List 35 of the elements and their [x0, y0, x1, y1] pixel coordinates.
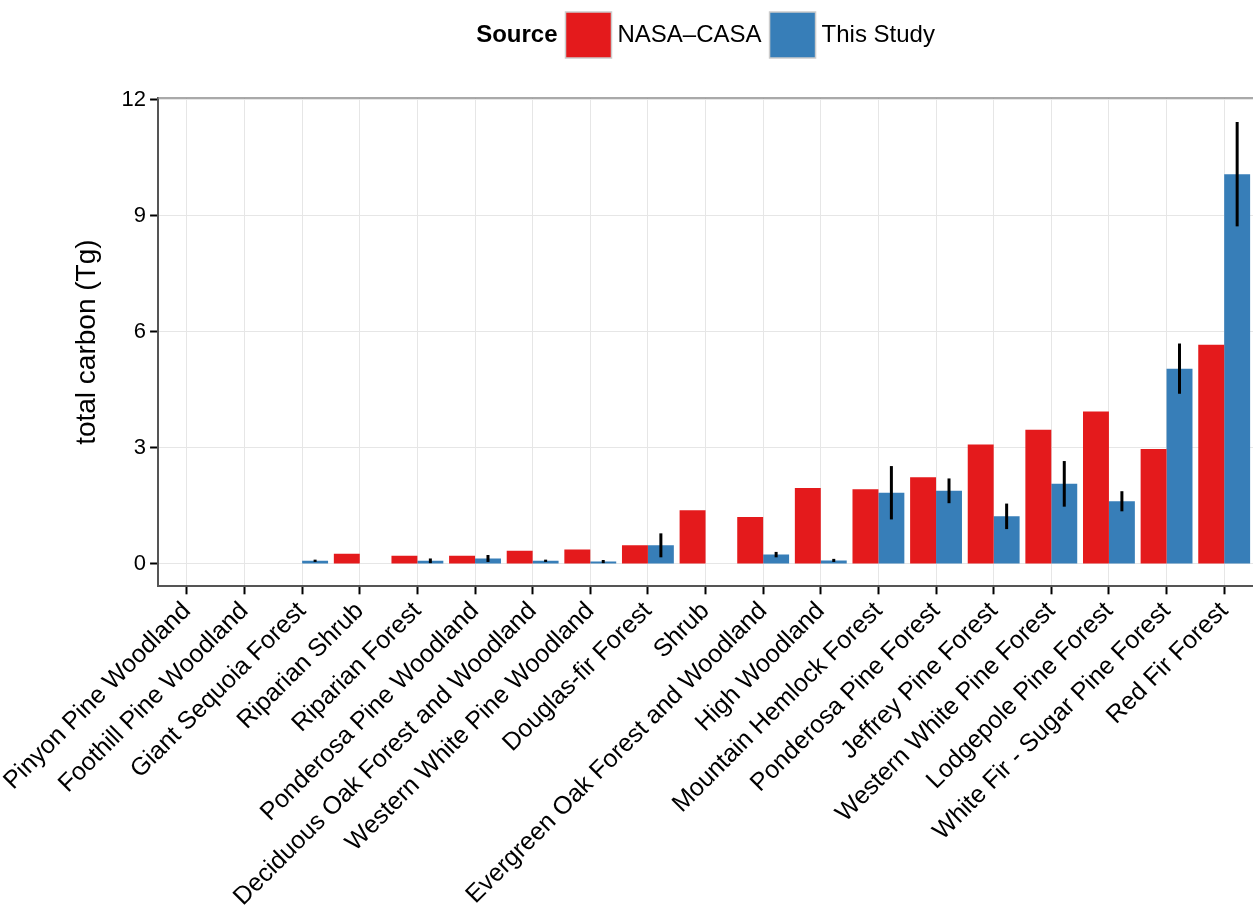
bar — [564, 549, 591, 564]
bar — [1198, 344, 1225, 564]
bar — [737, 517, 764, 564]
legend-title: Source — [476, 19, 558, 47]
bar — [1083, 411, 1109, 564]
legend-label: NASA–CASA — [617, 19, 762, 47]
bar — [820, 560, 847, 564]
bar — [1108, 501, 1135, 564]
y-tick-label: 0 — [133, 549, 147, 575]
y-axis-title: total carbon (Tg) — [69, 239, 101, 445]
bar — [475, 558, 501, 564]
y-tick-label: 6 — [133, 317, 147, 343]
bar — [794, 488, 821, 564]
bar — [852, 489, 879, 564]
bar — [506, 550, 533, 564]
bar — [936, 490, 962, 564]
bar — [1051, 483, 1078, 564]
y-tick-label: 9 — [133, 201, 147, 227]
legend-label: This Study — [821, 19, 935, 47]
bar — [1140, 449, 1167, 564]
bar — [679, 510, 706, 564]
bar — [993, 516, 1020, 564]
y-tick-label: 3 — [133, 433, 147, 459]
bar — [333, 553, 360, 564]
bar — [967, 444, 994, 564]
bar — [621, 545, 648, 564]
bar — [1224, 174, 1251, 564]
bar — [1025, 429, 1052, 564]
y-tick-label: 12 — [121, 86, 147, 111]
bar — [1166, 368, 1193, 564]
bar — [910, 477, 937, 564]
bar — [449, 555, 476, 564]
bar — [391, 555, 418, 564]
bar — [878, 492, 905, 564]
bar — [647, 545, 674, 564]
